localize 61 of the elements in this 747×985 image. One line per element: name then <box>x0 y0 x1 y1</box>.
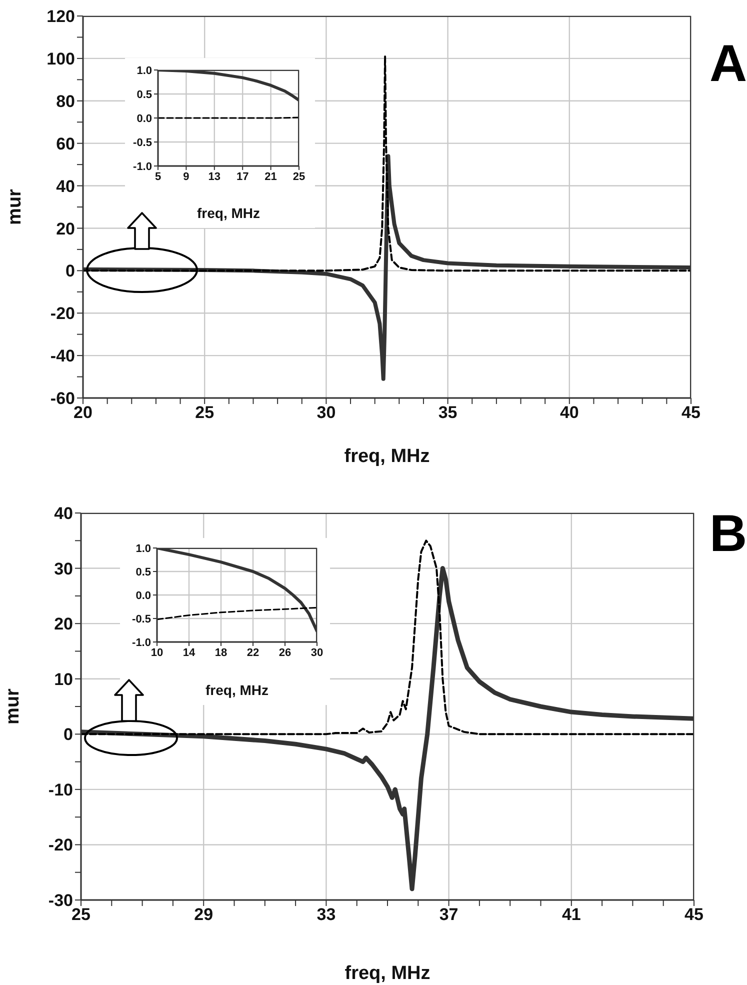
y-tick-label: -60 <box>50 389 75 408</box>
y-tick-label: 20 <box>54 614 73 634</box>
x-tick-label: 22 <box>246 646 260 659</box>
y-tick-label: 40 <box>54 504 73 524</box>
y-tick-label: 80 <box>56 92 75 111</box>
x-tick-label: 30 <box>310 646 324 659</box>
x-tick-label: 41 <box>562 905 581 924</box>
text: B <box>709 505 747 563</box>
y-tick-label: 0.5 <box>136 566 151 578</box>
y-tick-label: 0.0 <box>136 112 152 125</box>
y-tick-label: -20 <box>50 304 75 324</box>
x-tick-label: 33 <box>316 905 336 924</box>
x-tick-label: 37 <box>439 905 458 924</box>
x-tick-label: 40 <box>560 403 579 422</box>
y-axis-title: mur <box>2 688 24 724</box>
y-tick-label: -30 <box>48 891 73 910</box>
y-tick-label: 20 <box>56 219 75 238</box>
y-tick-label: 120 <box>46 7 75 26</box>
x-tick-label: 21 <box>264 170 277 183</box>
y-tick-label: 0 <box>64 725 73 744</box>
y-tick-label: -0.5 <box>132 613 151 626</box>
x-tick-label: 29 <box>194 905 214 924</box>
y-tick-label: -10 <box>48 780 73 800</box>
y-tick-label: 60 <box>56 134 75 154</box>
x-tick-label: 45 <box>682 403 700 422</box>
x-tick-label: 17 <box>236 170 249 183</box>
x-tick-label: 25 <box>72 905 90 924</box>
y-tick-label: 100 <box>46 49 75 68</box>
x-tick-label: 25 <box>195 403 214 422</box>
y-tick-label: 1.0 <box>136 542 151 555</box>
y-tick-label: -20 <box>48 836 73 855</box>
line-series <box>81 540 694 736</box>
y-tick-label: 0.5 <box>136 88 152 101</box>
x-tick-label: 5 <box>154 170 162 183</box>
x-tick-label: 9 <box>183 170 190 183</box>
x-axis-title: freq, MHz <box>197 205 260 221</box>
line-series <box>157 606 317 620</box>
x-tick-label: 14 <box>182 646 196 659</box>
x-tick-label: 13 <box>208 170 221 183</box>
x-axis-title: freq, MHz <box>206 682 268 698</box>
x-tick-label: 10 <box>150 646 164 659</box>
x-tick-label: 25 <box>292 170 306 183</box>
line-series <box>83 55 691 272</box>
x-axis-title: freq, MHz <box>344 446 430 467</box>
text: A <box>709 35 747 93</box>
x-tick-label: 18 <box>214 646 228 659</box>
y-tick-label: -0.5 <box>133 136 152 149</box>
y-tick-label: 0.0 <box>136 590 151 602</box>
x-tick-label: 45 <box>684 905 704 924</box>
x-tick-label: 35 <box>438 403 458 422</box>
y-axis-title: mur <box>4 188 26 225</box>
y-tick-label: 0 <box>66 262 75 281</box>
y-tick-label: -40 <box>50 346 75 366</box>
y-tick-label: -1.0 <box>132 636 151 649</box>
x-tick-label: 26 <box>278 646 292 659</box>
y-tick-label: 1.0 <box>136 64 152 77</box>
y-tick-label: -1.0 <box>133 160 152 173</box>
x-axis-title: freq, MHz <box>344 963 430 984</box>
y-tick-label: 30 <box>54 559 73 578</box>
y-tick-label: 10 <box>54 670 73 689</box>
x-tick-label: 30 <box>316 403 336 422</box>
